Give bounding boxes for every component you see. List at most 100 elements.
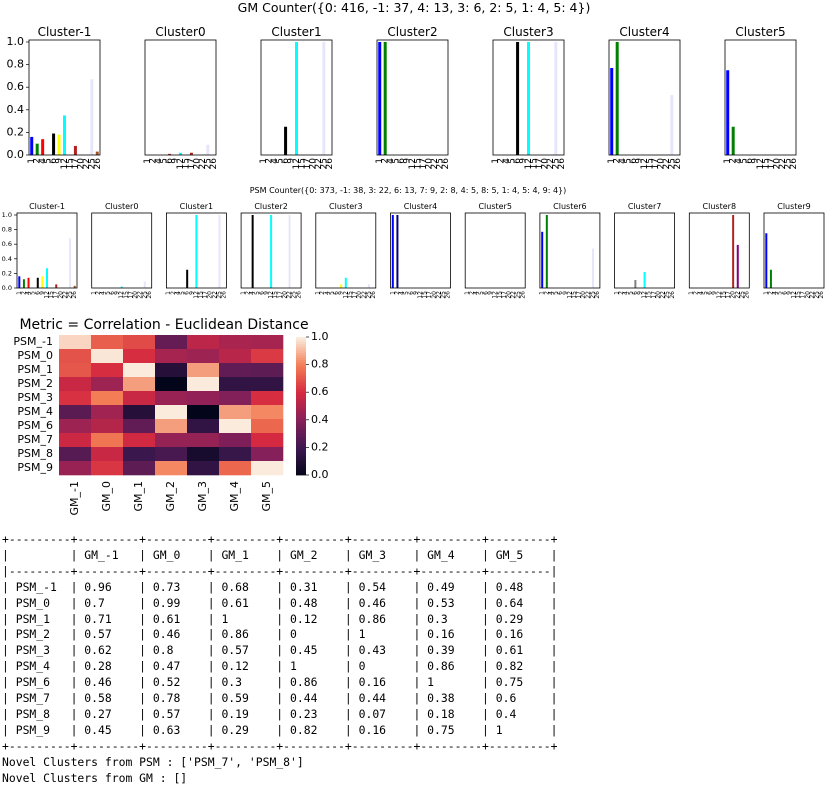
x-tick-label: 26 [441,158,451,170]
x-tick-label: 5 [254,291,261,295]
cluster-panel-title: Cluster7 [628,202,661,211]
x-tick-label: 9 [263,291,270,295]
x-tick-label: 20 [540,158,550,170]
x-tick-label: 1 [16,291,23,295]
x-tick-label: 22 [585,291,592,299]
bar [726,70,730,155]
x-tick-label: 2 [20,291,27,295]
x-tick-label: 22 [510,291,517,299]
colorbar-segment [296,392,306,395]
x-tick-label: 15 [422,291,429,299]
x-tick-label: 1 [91,291,98,295]
x-tick-label: 25 [440,291,447,299]
x-tick-label: 17 [650,291,657,299]
colorbar-segment [296,426,306,430]
x-tick-label: 9 [786,291,793,295]
x-tick-label: 9 [39,291,46,295]
y-tick-label: 0.6 [2,240,12,248]
cluster-panel-title: Cluster3 [503,25,553,39]
panel-frame [144,39,217,156]
bar [378,42,382,155]
colorbar-segment [296,429,306,432]
heatmap-cell [155,461,188,476]
x-tick-label: 12 [524,158,534,169]
colorbar-segment [296,385,306,388]
x-tick-label: 2 [95,291,102,295]
x-tick-label: 12 [60,158,70,169]
x-tick-label: 2 [170,291,177,295]
x-tick-label: 12 [292,158,302,169]
x-tick-label: 25 [87,158,97,169]
x-tick-label: 12 [342,291,349,299]
x-tick-label: 25 [216,291,223,299]
colorbar-segment [296,339,306,342]
cluster-panel-title: Cluster0 [105,202,138,211]
x-tick-label: 22 [778,158,788,169]
x-tick-label: 17 [352,291,359,299]
x-tick-label: 20 [424,158,434,170]
x-tick-label: 1 [165,291,172,295]
cluster-panel-title: Cluster-1 [38,25,92,39]
y-tick-label: 0.4 [2,255,12,263]
heatmap-cell [123,419,156,434]
heatmap-cell [155,349,188,364]
x-tick-label: 15 [198,291,205,299]
bar [340,284,343,288]
x-tick-label: 6 [109,291,116,295]
heatmap-cell [155,335,188,350]
x-tick-label: 5 [478,291,485,295]
x-tick-label: 9 [519,158,529,164]
x-tick-label: 17 [651,158,661,169]
bar [22,279,25,288]
x-tick-label: 4 [386,158,396,164]
bar [73,285,76,288]
x-tick-label: 20 [655,291,662,299]
colorbar-segment [296,424,306,428]
colorbar-segment [296,417,306,421]
x-tick-label: 4 [618,158,628,164]
bar [541,231,544,288]
x-tick-label: 26 [71,291,78,299]
panel-frame [763,212,825,289]
figure-canvas: GM Counter({0: 416, -1: 37, 4: 13, 3: 6,… [2,0,826,515]
x-tick-label: 26 [325,158,335,170]
novel-psm-line: Novel Clusters from PSM : ['PSM_7', 'PSM… [2,754,304,769]
bar [206,144,210,155]
heatmap-cell [219,363,252,378]
x-tick-label: 17 [576,291,583,299]
x-tick-label: 26 [557,158,567,170]
colorbar-tick-label: 0.0 [311,468,329,481]
colorbar-segment [296,440,306,444]
heatmap-row-label: PSM_4 [17,405,53,418]
colorbar-segment [296,366,306,370]
heatmap-cell [91,349,124,364]
heatmap-cell [187,433,220,448]
x-tick-label: 12 [408,158,418,169]
colorbar-tick-label: 0.2 [311,440,329,453]
x-tick-label: 22 [211,291,218,299]
x-tick-label: 9 [287,158,297,164]
bar [270,215,273,288]
x-tick-label: 17 [53,291,60,299]
heatmap-cell [123,335,156,350]
x-tick-label: 20 [356,291,363,299]
x-tick-label: 1 [389,291,396,295]
x-tick-label: 4 [548,291,555,295]
colorbar-segment [296,373,306,377]
panel-frame [28,39,101,156]
x-tick-label: 25 [814,291,821,299]
x-tick-label: 17 [767,158,777,169]
heatmap-cell [91,363,124,378]
x-tick-label: 26 [221,291,228,299]
heatmap-cell [155,391,188,406]
x-tick-label: 6 [333,291,340,295]
bar [52,133,56,155]
bar [120,286,123,288]
x-tick-label: 9 [487,291,494,295]
heatmap-cell [251,377,284,392]
y-tick-label: 1.0 [7,35,25,48]
